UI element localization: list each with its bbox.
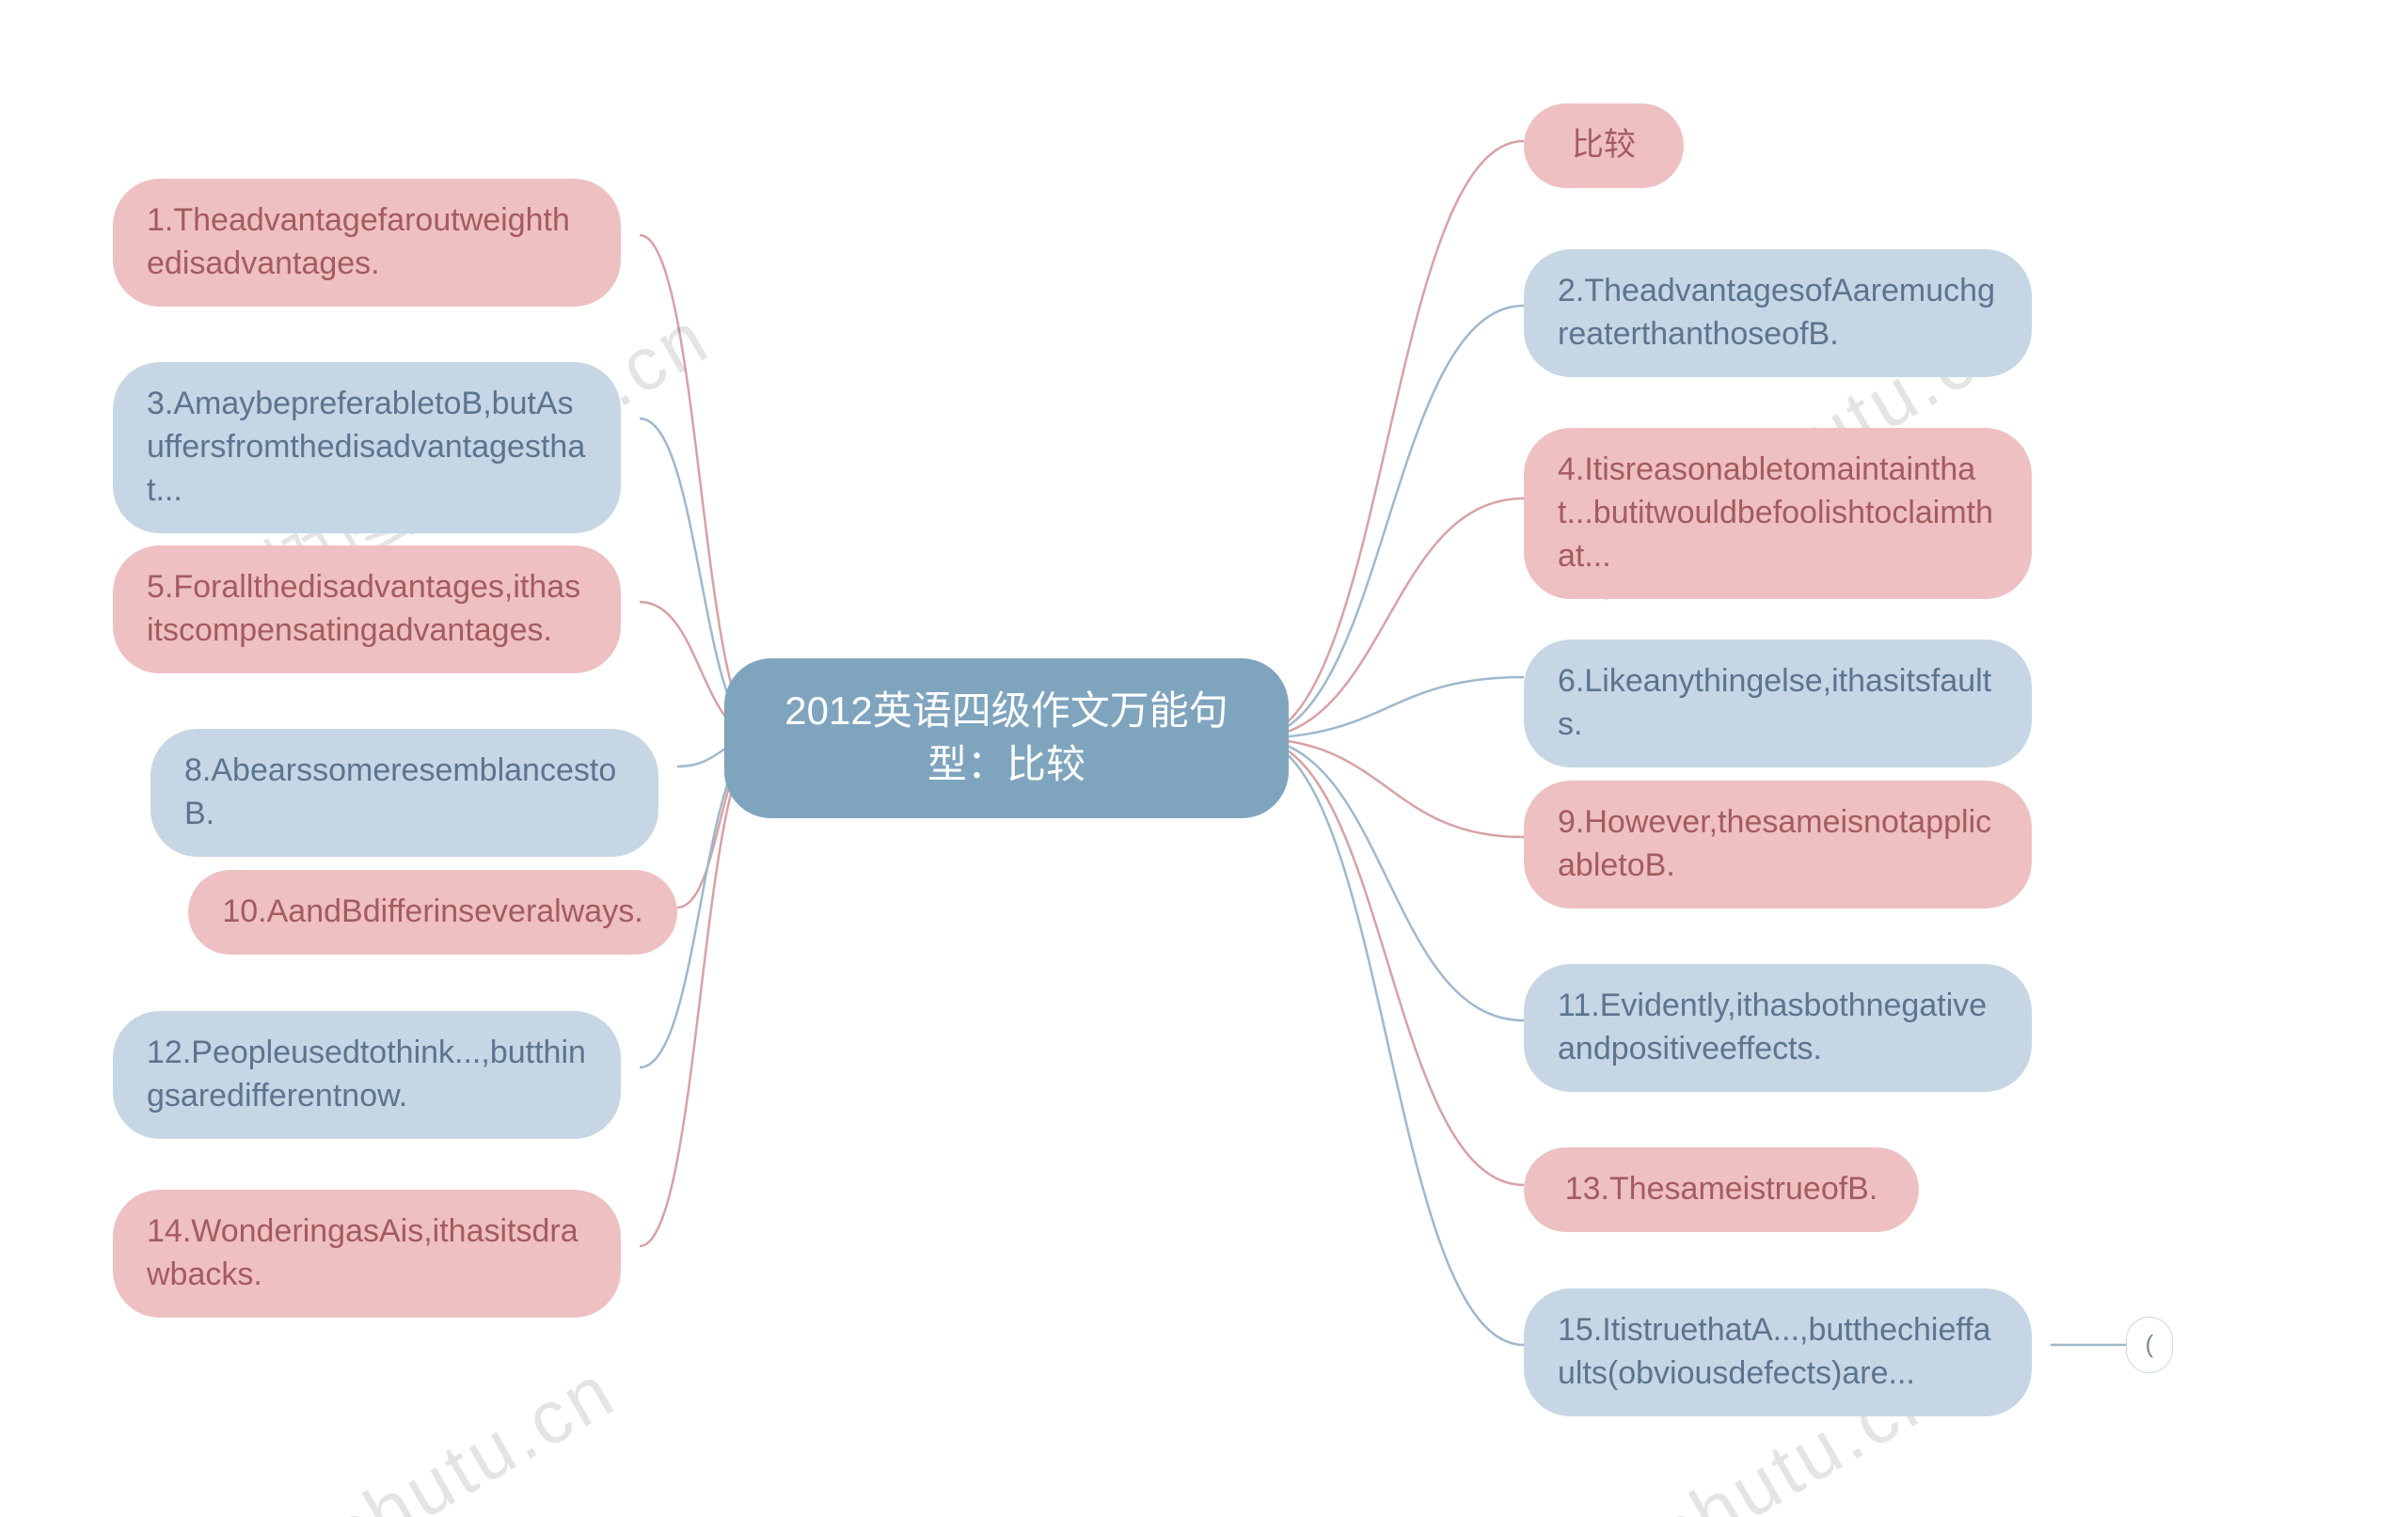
edge xyxy=(1251,306,1524,738)
edge xyxy=(1251,738,1524,1020)
node-label: 比较 xyxy=(1572,124,1636,167)
mindmap-node-n4[interactable]: 4.Itisreasonabletomaintainthat...butitwo… xyxy=(1524,428,2032,599)
mindmap-node-n11[interactable]: 11.Evidently,ithasbothnegativeandpositiv… xyxy=(1524,964,2032,1092)
node-label: ( xyxy=(2146,1328,2154,1361)
edge xyxy=(1251,141,1524,738)
node-label: 11.Evidently,ithasbothnegativeandpositiv… xyxy=(1558,985,1998,1071)
node-label: 9.However,thesameisnotapplicabletoB. xyxy=(1558,801,1998,888)
node-label: 6.Likeanythingelse,ithasitsfaults. xyxy=(1558,660,1998,747)
mindmap-node-n9[interactable]: 9.However,thesameisnotapplicabletoB. xyxy=(1524,781,2032,909)
node-label: 12.Peopleusedtothink...,butthingsarediff… xyxy=(147,1032,587,1118)
node-label: 3.AmaybepreferabletoB,butAsuffersfromthe… xyxy=(147,383,587,513)
mindmap-node-extra[interactable]: ( xyxy=(2126,1317,2173,1373)
mindmap-node-n5[interactable]: 5.Forallthedisadvantages,ithasitscompens… xyxy=(113,545,621,673)
mindmap-node-n12[interactable]: 12.Peopleusedtothink...,butthingsarediff… xyxy=(113,1011,621,1139)
node-label: 8.AbearssomeresemblancestoB. xyxy=(184,750,625,836)
node-label: 2.TheadvantagesofAaremuchgreaterthanthos… xyxy=(1558,270,1998,356)
mindmap-node-n1[interactable]: 1.Theadvantagefaroutweighthedisadvantage… xyxy=(113,179,621,307)
center-label: 2012英语四级作文万能句型：比较 xyxy=(758,685,1255,791)
mindmap-node-n3[interactable]: 3.AmaybepreferabletoB,butAsuffersfromthe… xyxy=(113,362,621,533)
edge xyxy=(1251,677,1524,738)
node-label: 10.AandBdifferinseveralways. xyxy=(222,891,642,934)
edge xyxy=(640,235,762,738)
mindmap-node-n2[interactable]: 2.TheadvantagesofAaremuchgreaterthanthos… xyxy=(1524,249,2032,377)
node-label: 4.Itisreasonabletomaintainthat...butitwo… xyxy=(1558,449,1998,578)
mindmap-node-n14[interactable]: 14.WonderingasAis,ithasitsdrawbacks. xyxy=(113,1190,621,1318)
mindmap-node-n15[interactable]: 15.ItistruethatA...,butthechieffaults(ob… xyxy=(1524,1288,2032,1416)
mindmap-node-n6[interactable]: 6.Likeanythingelse,ithasitsfaults. xyxy=(1524,640,2032,767)
node-label: 13.ThesameistrueofB. xyxy=(1565,1168,1878,1211)
mindmap-node-n8[interactable]: 8.AbearssomeresemblancestoB. xyxy=(150,729,658,857)
mindmap-node-n10[interactable]: 10.AandBdifferinseveralways. xyxy=(188,870,677,955)
watermark: 树图 shutu.cn xyxy=(147,1332,632,1517)
node-label: 14.WonderingasAis,ithasitsdrawbacks. xyxy=(147,1210,587,1297)
edge xyxy=(1251,738,1524,837)
mindmap-node-n13[interactable]: 13.ThesameistrueofB. xyxy=(1524,1147,1919,1232)
node-label: 15.ItistruethatA...,butthechieffaults(ob… xyxy=(1558,1309,1998,1396)
node-label: 1.Theadvantagefaroutweighthedisadvantage… xyxy=(147,199,587,286)
node-label: 5.Forallthedisadvantages,ithasitscompens… xyxy=(147,566,587,653)
mindmap-node-n0[interactable]: 比较 xyxy=(1524,103,1684,188)
edge xyxy=(1251,738,1524,1345)
center-node[interactable]: 2012英语四级作文万能句型：比较 xyxy=(724,658,1289,818)
edge xyxy=(1251,738,1524,1185)
edge xyxy=(1251,498,1524,738)
